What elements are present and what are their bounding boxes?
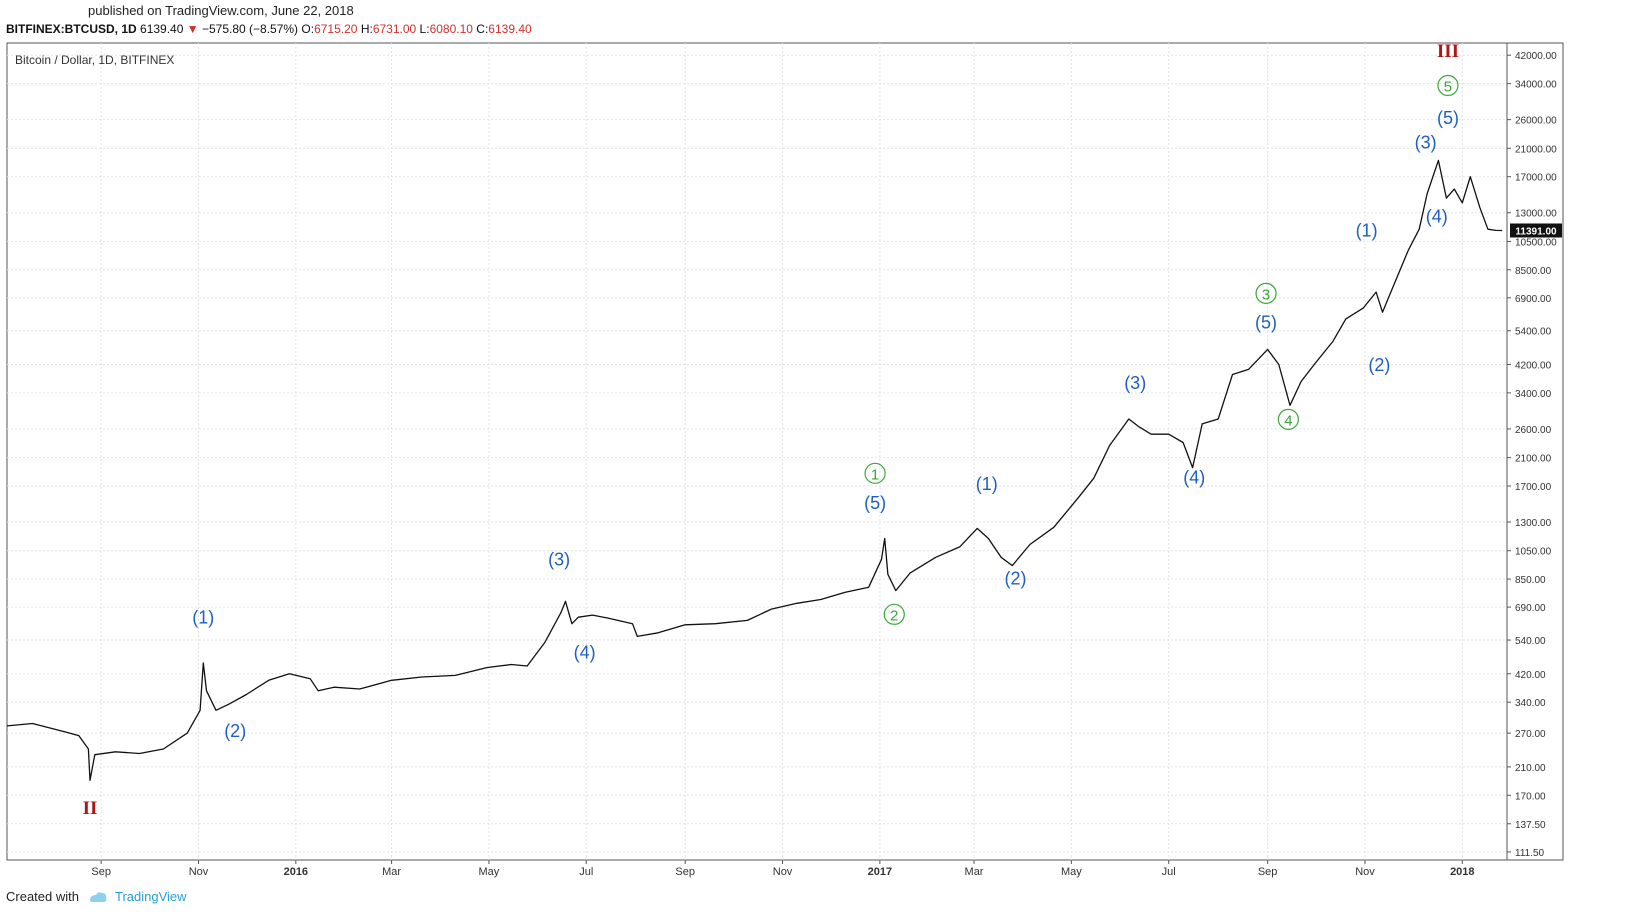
y-tick-label: 137.50 (1515, 820, 1546, 831)
open-label: O: (301, 22, 315, 36)
y-tick-label: 17000.00 (1515, 173, 1557, 184)
y-tick-label: 340.00 (1515, 698, 1546, 709)
grid-lines (7, 43, 1507, 860)
wave-label-blue: (4) (1426, 206, 1448, 226)
x-tick-label: Nov (1355, 866, 1375, 878)
wave-label-blue: (1) (192, 608, 214, 628)
wave-label-blue: (5) (864, 493, 886, 513)
wave-label-blue: (5) (1437, 108, 1459, 128)
wave-label-blue: (2) (1005, 569, 1027, 589)
x-tick-label: Jul (1162, 866, 1176, 878)
y-tick-label: 13000.00 (1515, 209, 1557, 220)
tradingview-logo-icon (89, 891, 107, 902)
y-tick-label: 8500.00 (1515, 266, 1552, 277)
symbol-label: BITFINEX:BTCUSD, 1D (6, 22, 137, 36)
wave-label-red: III (1437, 41, 1459, 62)
wave-label-blue: (5) (1255, 312, 1277, 332)
published-note: published on TradingView.com, June 22, 2… (88, 3, 354, 18)
last-price: 6139.40 (140, 22, 184, 36)
created-with-label: Created with (6, 889, 79, 904)
wave-label-blue: (1) (1356, 220, 1378, 240)
wave-label-green: 2 (890, 607, 898, 624)
wave-label-blue: (4) (1183, 468, 1205, 488)
x-tick-label: Mar (965, 866, 984, 878)
low-value: 6080.10 (429, 22, 473, 36)
x-tick-label: Nov (189, 866, 209, 878)
x-tick-label: Mar (382, 866, 401, 878)
wave-label-green: 4 (1284, 412, 1292, 429)
y-tick-label: 1050.00 (1515, 547, 1552, 558)
wave-label-red: II (83, 798, 98, 819)
close-label: C: (476, 22, 489, 36)
wave-label-blue: (4) (574, 643, 596, 663)
wave-circle (1277, 408, 1299, 430)
chart-title: Bitcoin / Dollar, 1D, BITFINEX (15, 53, 174, 67)
wave-label-green: 5 (1444, 78, 1452, 95)
quote-bar: BITFINEX:BTCUSD, 1D 6139.40 ▼ −575.80 (−… (6, 22, 532, 36)
x-tick-label: May (1061, 866, 1082, 878)
close-value: 6139.40 (488, 22, 532, 36)
last-price-tag (1510, 223, 1562, 238)
last-price-label: 11391.00 (1515, 226, 1557, 237)
price-change: −575.80 (−8.57%) (201, 22, 299, 36)
y-tick-label: 4200.00 (1515, 361, 1552, 372)
y-tick-label: 111.50 (1515, 848, 1545, 859)
y-tick-label: 270.00 (1515, 729, 1546, 740)
y-tick-label: 42000.00 (1515, 51, 1557, 62)
y-tick-label: 5400.00 (1515, 327, 1552, 338)
y-tick-label: 170.00 (1515, 791, 1546, 802)
y-tick-label: 6900.00 (1515, 294, 1552, 305)
y-tick-label: 2100.00 (1515, 454, 1552, 465)
x-tick-label: 2017 (868, 866, 892, 878)
y-tick-label: 2600.00 (1515, 425, 1552, 436)
y-tick-label: 26000.00 (1515, 116, 1557, 127)
y-axis: 42000.00 34000.00 26000.00 21000.00 17000.00… (1506, 43, 1562, 860)
y-tick-label: 420.00 (1515, 670, 1546, 681)
y-tick-label: 1300.00 (1515, 518, 1552, 529)
wave-label-blue: (2) (224, 721, 246, 741)
open-value: 6715.20 (314, 22, 358, 36)
wave-label-blue: (3) (548, 550, 570, 570)
low-label: L: (419, 22, 430, 36)
wave-annotations: (1) (2) (3) (4) (5) 1 2 (1) (2) (3) (4) (5) 3 4 (1) (2)… (83, 41, 1459, 819)
wave-label-blue: (1) (976, 474, 998, 494)
x-tick-label: 2016 (284, 866, 308, 878)
high-label: H: (360, 22, 373, 36)
wave-circle (1255, 282, 1277, 305)
x-tick-label: Nov (773, 866, 793, 878)
y-tick-label: 850.00 (1515, 575, 1546, 586)
wave-label-green: 1 (871, 466, 879, 483)
tradingview-brand[interactable]: TradingView (114, 889, 187, 904)
y-tick-label: 34000.00 (1515, 80, 1557, 91)
x-tick-label: May (479, 866, 500, 878)
y-tick-label: 540.00 (1515, 636, 1546, 647)
down-arrow-icon: ▼ (186, 22, 199, 36)
wave-label-green: 3 (1262, 286, 1270, 303)
wave-label-blue: (2) (1368, 355, 1390, 375)
y-tick-label: 1700.00 (1515, 482, 1552, 493)
x-tick-label: Sep (675, 866, 695, 878)
x-tick-label: 2018 (1450, 866, 1474, 878)
y-tick-label: 210.00 (1515, 763, 1546, 774)
x-tick-label: Jul (579, 866, 593, 878)
x-tick-label: Sep (1258, 866, 1278, 878)
wave-label-blue: (3) (1124, 373, 1146, 393)
y-tick-label: 690.00 (1515, 603, 1546, 614)
wave-circle (1437, 74, 1459, 97)
wave-label-blue: (3) (1415, 132, 1437, 152)
price-series (6, 159, 1503, 781)
x-tick-label: Sep (91, 866, 111, 878)
btc-price-line (6, 159, 1503, 781)
wave-circle (883, 603, 905, 625)
high-value: 6731.00 (372, 22, 417, 36)
y-tick-label: 3400.00 (1515, 389, 1552, 400)
plot-frame (6, 42, 1564, 861)
footer: Created with TradingView (6, 889, 187, 904)
x-axis: Sep Nov 2016 Mar May Jul Sep Nov 2017 Mar May Jul Se… (91, 860, 1475, 878)
price-chart[interactable]: Bitcoin / Dollar, 1D, BITFINEX (1) (2) (3)… (0, 0, 1627, 880)
y-tick-label: 21000.00 (1515, 144, 1557, 155)
y-tick-label: 10500.00 (1515, 237, 1557, 248)
wave-circle (864, 462, 886, 484)
